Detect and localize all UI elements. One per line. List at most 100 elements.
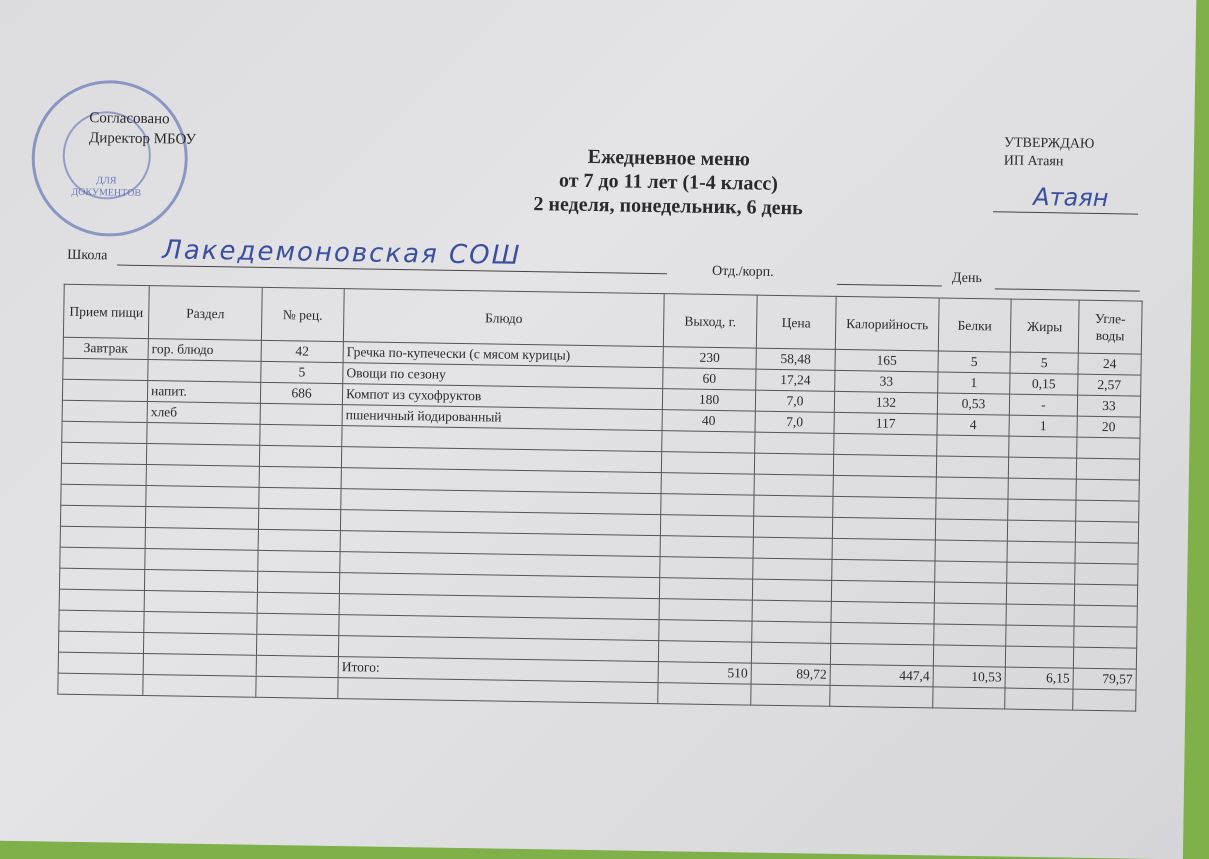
table-cell: 5 (1009, 352, 1079, 375)
empty-cell (658, 640, 752, 664)
empty-cell (832, 538, 936, 561)
table-cell: 686 (260, 382, 343, 405)
empty-cell (1006, 583, 1075, 606)
empty-cell (754, 474, 834, 497)
table-cell: 1 (937, 371, 1010, 395)
column-header: Раздел (148, 285, 263, 341)
title-line-3: 2 неделя, понедельник, 6 день (533, 193, 803, 220)
empty-cell (661, 472, 755, 496)
total-value: 447,4 (830, 664, 934, 687)
empty-cell (143, 611, 258, 635)
stamp-seal: ДЛЯ ДОКУМЕНТОВ (30, 79, 189, 238)
table-cell (62, 358, 149, 381)
empty-cell (830, 622, 935, 645)
table-cell: 180 (662, 388, 756, 412)
dept-underline (836, 283, 942, 287)
empty-cell (1073, 647, 1137, 670)
signature-line (992, 211, 1138, 215)
empty-cell (1074, 542, 1139, 565)
table-cell: 230 (663, 346, 757, 370)
empty-cell (259, 424, 343, 447)
empty-cell (754, 453, 834, 476)
empty-cell (1075, 500, 1139, 523)
empty-cell (142, 674, 257, 698)
empty-cell (831, 580, 935, 603)
table-cell: 24 (1077, 353, 1142, 376)
empty-cell (752, 579, 832, 602)
empty-cell (833, 433, 937, 456)
table-cell (147, 359, 262, 383)
empty-cell (752, 558, 833, 581)
empty-cell (1073, 626, 1137, 649)
table-cell: 40 (662, 409, 756, 433)
empty-cell (1007, 541, 1076, 564)
approved-block: УТВЕРЖДАЮ ИП Атаян (1004, 134, 1095, 171)
empty-cell (833, 475, 937, 498)
empty-cell (831, 601, 935, 624)
empty-cell (257, 571, 340, 594)
empty-cell (143, 653, 257, 677)
empty-cell (936, 476, 1009, 500)
table-cell (260, 403, 343, 426)
empty-cell (58, 631, 144, 654)
day-underline (994, 288, 1140, 292)
total-value: 10,53 (933, 665, 1006, 689)
column-header: Угле-воды (1078, 300, 1143, 355)
school-field-row: Школа (67, 248, 107, 265)
page-title: Ежедневное меню от 7 до 11 лет (1-4 клас… (473, 143, 864, 221)
empty-cell (935, 497, 1008, 521)
empty-cell (146, 422, 261, 446)
table-cell: 17,24 (755, 369, 835, 392)
empty-cell (933, 644, 1006, 668)
empty-cell (751, 621, 832, 644)
empty-cell (258, 487, 342, 510)
empty-cell (61, 463, 147, 486)
empty-cell (1076, 437, 1140, 460)
empty-cell (935, 539, 1008, 563)
school-label: Школа (67, 247, 108, 264)
empty-cell (934, 602, 1007, 626)
empty-cell (61, 442, 147, 465)
empty-cell (660, 493, 755, 517)
empty-cell (144, 569, 258, 593)
empty-cell (256, 634, 339, 657)
empty-cell (833, 454, 937, 477)
table-cell: 20 (1076, 416, 1141, 439)
table-cell: 132 (834, 391, 938, 414)
empty-cell (60, 526, 146, 549)
stamp-center-text: ДЛЯ ДОКУМЕНТОВ (71, 175, 142, 199)
table-cell: 60 (662, 367, 757, 391)
school-value: Лакедемоновская СОШ (162, 235, 522, 271)
empty-cell (658, 619, 753, 643)
table-cell: 5 (260, 361, 344, 384)
total-value: 510 (658, 661, 752, 685)
empty-cell (255, 676, 339, 699)
table-cell: гор. блюдо (148, 338, 262, 362)
empty-cell (1007, 478, 1077, 501)
empty-cell (1006, 562, 1075, 585)
column-header: Выход, г. (663, 293, 758, 349)
table-cell: Завтрак (63, 337, 149, 360)
empty-cell (1005, 646, 1074, 669)
empty-cell (660, 514, 754, 538)
empty-cell (60, 484, 147, 507)
empty-cell (145, 527, 259, 551)
empty-cell (932, 686, 1006, 710)
table-cell: 42 (261, 340, 344, 363)
empty-cell (753, 516, 833, 539)
menu-table: Прием пищи Раздел № рец. Блюдо Выход, г. Цена… (57, 284, 1143, 712)
empty-cell (829, 685, 934, 708)
empty-cell (145, 506, 259, 530)
table-cell: хлеб (147, 401, 261, 425)
empty-cell (661, 451, 755, 475)
table-cell: 117 (834, 412, 938, 435)
table-cell: 7,0 (755, 390, 835, 413)
table-cell: 4 (936, 413, 1010, 437)
empty-cell (1007, 499, 1076, 522)
empty-cell (934, 581, 1007, 605)
day-label: День (951, 270, 982, 287)
column-header: Блюдо (343, 288, 665, 347)
column-header: № рец. (261, 287, 345, 342)
empty-cell (660, 535, 754, 559)
